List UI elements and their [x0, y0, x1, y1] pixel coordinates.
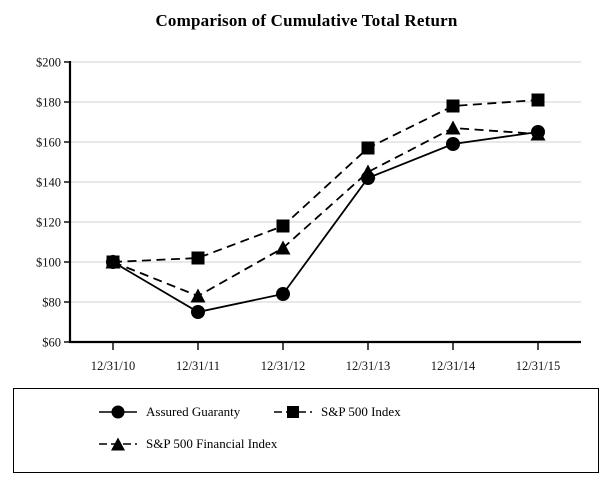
legend-marker-triangle-icon: [99, 437, 137, 451]
legend-marker-circle-icon: [99, 405, 137, 419]
marker-triangle-s-p-500-financial-index: [275, 240, 291, 255]
marker-square-s-p-500-index: [446, 99, 460, 113]
series-line-assured-guaranty: [112, 131, 539, 313]
y-axis-label: $100: [36, 256, 61, 270]
y-axis-label: $140: [36, 176, 61, 190]
plot-area: $200 $180 $160 $140 $120 $100 $80 $60 12/31/10 12…: [36, 56, 581, 373]
marker-square-s-p-500-index: [106, 255, 120, 269]
marker-square-s-p-500-index: [276, 219, 290, 233]
chart-title: Comparison of Cumulative Total Return: [155, 11, 458, 30]
y-axis-label: $80: [42, 296, 61, 310]
legend-label-sp500-index: S&P 500 Index: [321, 404, 401, 419]
marker-circle-assured-guaranty: [191, 305, 205, 319]
y-axis-label: $160: [36, 136, 61, 150]
marker-circle-assured-guaranty: [531, 125, 545, 139]
y-axis-label: $120: [36, 216, 61, 230]
series-line-s-p-500-financial-index: [112, 127, 539, 297]
legend-marker-square-icon: [274, 406, 312, 418]
series-line-s-p-500-index: [112, 99, 539, 263]
x-axis-label: 12/31/14: [431, 359, 476, 373]
y-axis-label: $200: [36, 56, 61, 70]
legend-item-sp500-index: S&P 500 Index: [274, 403, 401, 421]
marker-square-s-p-500-index: [191, 251, 205, 265]
x-axis-label: 12/31/11: [176, 359, 220, 373]
legend-box: Assured Guaranty S&P 500 Index S&P 500 F…: [13, 388, 599, 473]
marker-square-s-p-500-index: [531, 93, 545, 107]
legend-item-assured-guaranty: Assured Guaranty: [99, 403, 240, 421]
legend-label-sp500-financial-index: S&P 500 Financial Index: [146, 436, 278, 451]
marker-circle-assured-guaranty: [446, 137, 460, 151]
x-axis-label: 12/31/10: [91, 359, 135, 373]
marker-square-s-p-500-index: [361, 141, 375, 155]
marker-triangle-s-p-500-financial-index: [445, 120, 461, 135]
y-axis-label: $60: [42, 336, 61, 350]
marker-triangle-s-p-500-financial-index: [190, 288, 206, 303]
x-axis-label: 12/31/13: [346, 359, 390, 373]
marker-circle-assured-guaranty: [361, 171, 375, 185]
x-axis-label: 12/31/15: [516, 359, 560, 373]
marker-circle-assured-guaranty: [276, 287, 290, 301]
legend-item-sp500-financial-index: S&P 500 Financial Index: [99, 435, 277, 453]
legend-label-assured-guaranty: Assured Guaranty: [146, 404, 241, 419]
x-axis-label: 12/31/12: [261, 359, 305, 373]
y-axis-label: $180: [36, 96, 61, 110]
